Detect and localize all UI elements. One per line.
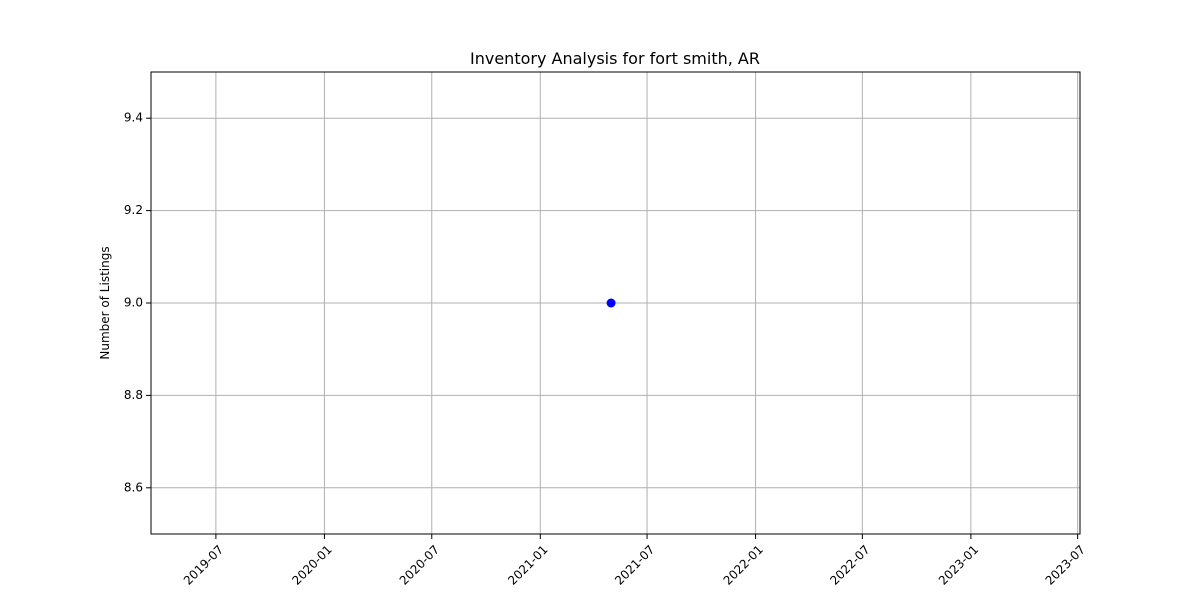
y-tick-label: 8.6 (124, 480, 143, 494)
x-tick-label: 2021-07 (612, 542, 657, 587)
y-tick-label: 8.8 (124, 388, 143, 402)
y-axis-title: Number of Listings (98, 246, 112, 359)
y-tick-label: 9.0 (124, 296, 143, 310)
x-tick-label: 2020-01 (289, 542, 334, 587)
grid-lines (151, 72, 1080, 534)
x-tick-label: 2023-07 (1043, 542, 1088, 587)
data-point (606, 298, 616, 308)
x-tick-label: 2020-07 (397, 542, 442, 587)
x-tick-label: 2021-01 (505, 542, 550, 587)
y-axis: 8.6 8.8 9.0 9.2 9.4 (124, 111, 151, 494)
x-tick-label: 2019-07 (181, 542, 226, 587)
x-tick-label: 2022-07 (827, 542, 872, 587)
x-tick-label: 2023-01 (936, 542, 981, 587)
x-axis: 2019-07 2020-01 2020-07 2021-01 2021-07 2022-… (181, 534, 1088, 588)
y-tick-label: 9.2 (124, 203, 143, 217)
x-tick-label: 2022-01 (721, 542, 766, 587)
chart-title: Inventory Analysis for fort smith, AR (470, 49, 760, 68)
y-tick-label: 9.4 (124, 111, 143, 125)
data-series (606, 298, 616, 308)
